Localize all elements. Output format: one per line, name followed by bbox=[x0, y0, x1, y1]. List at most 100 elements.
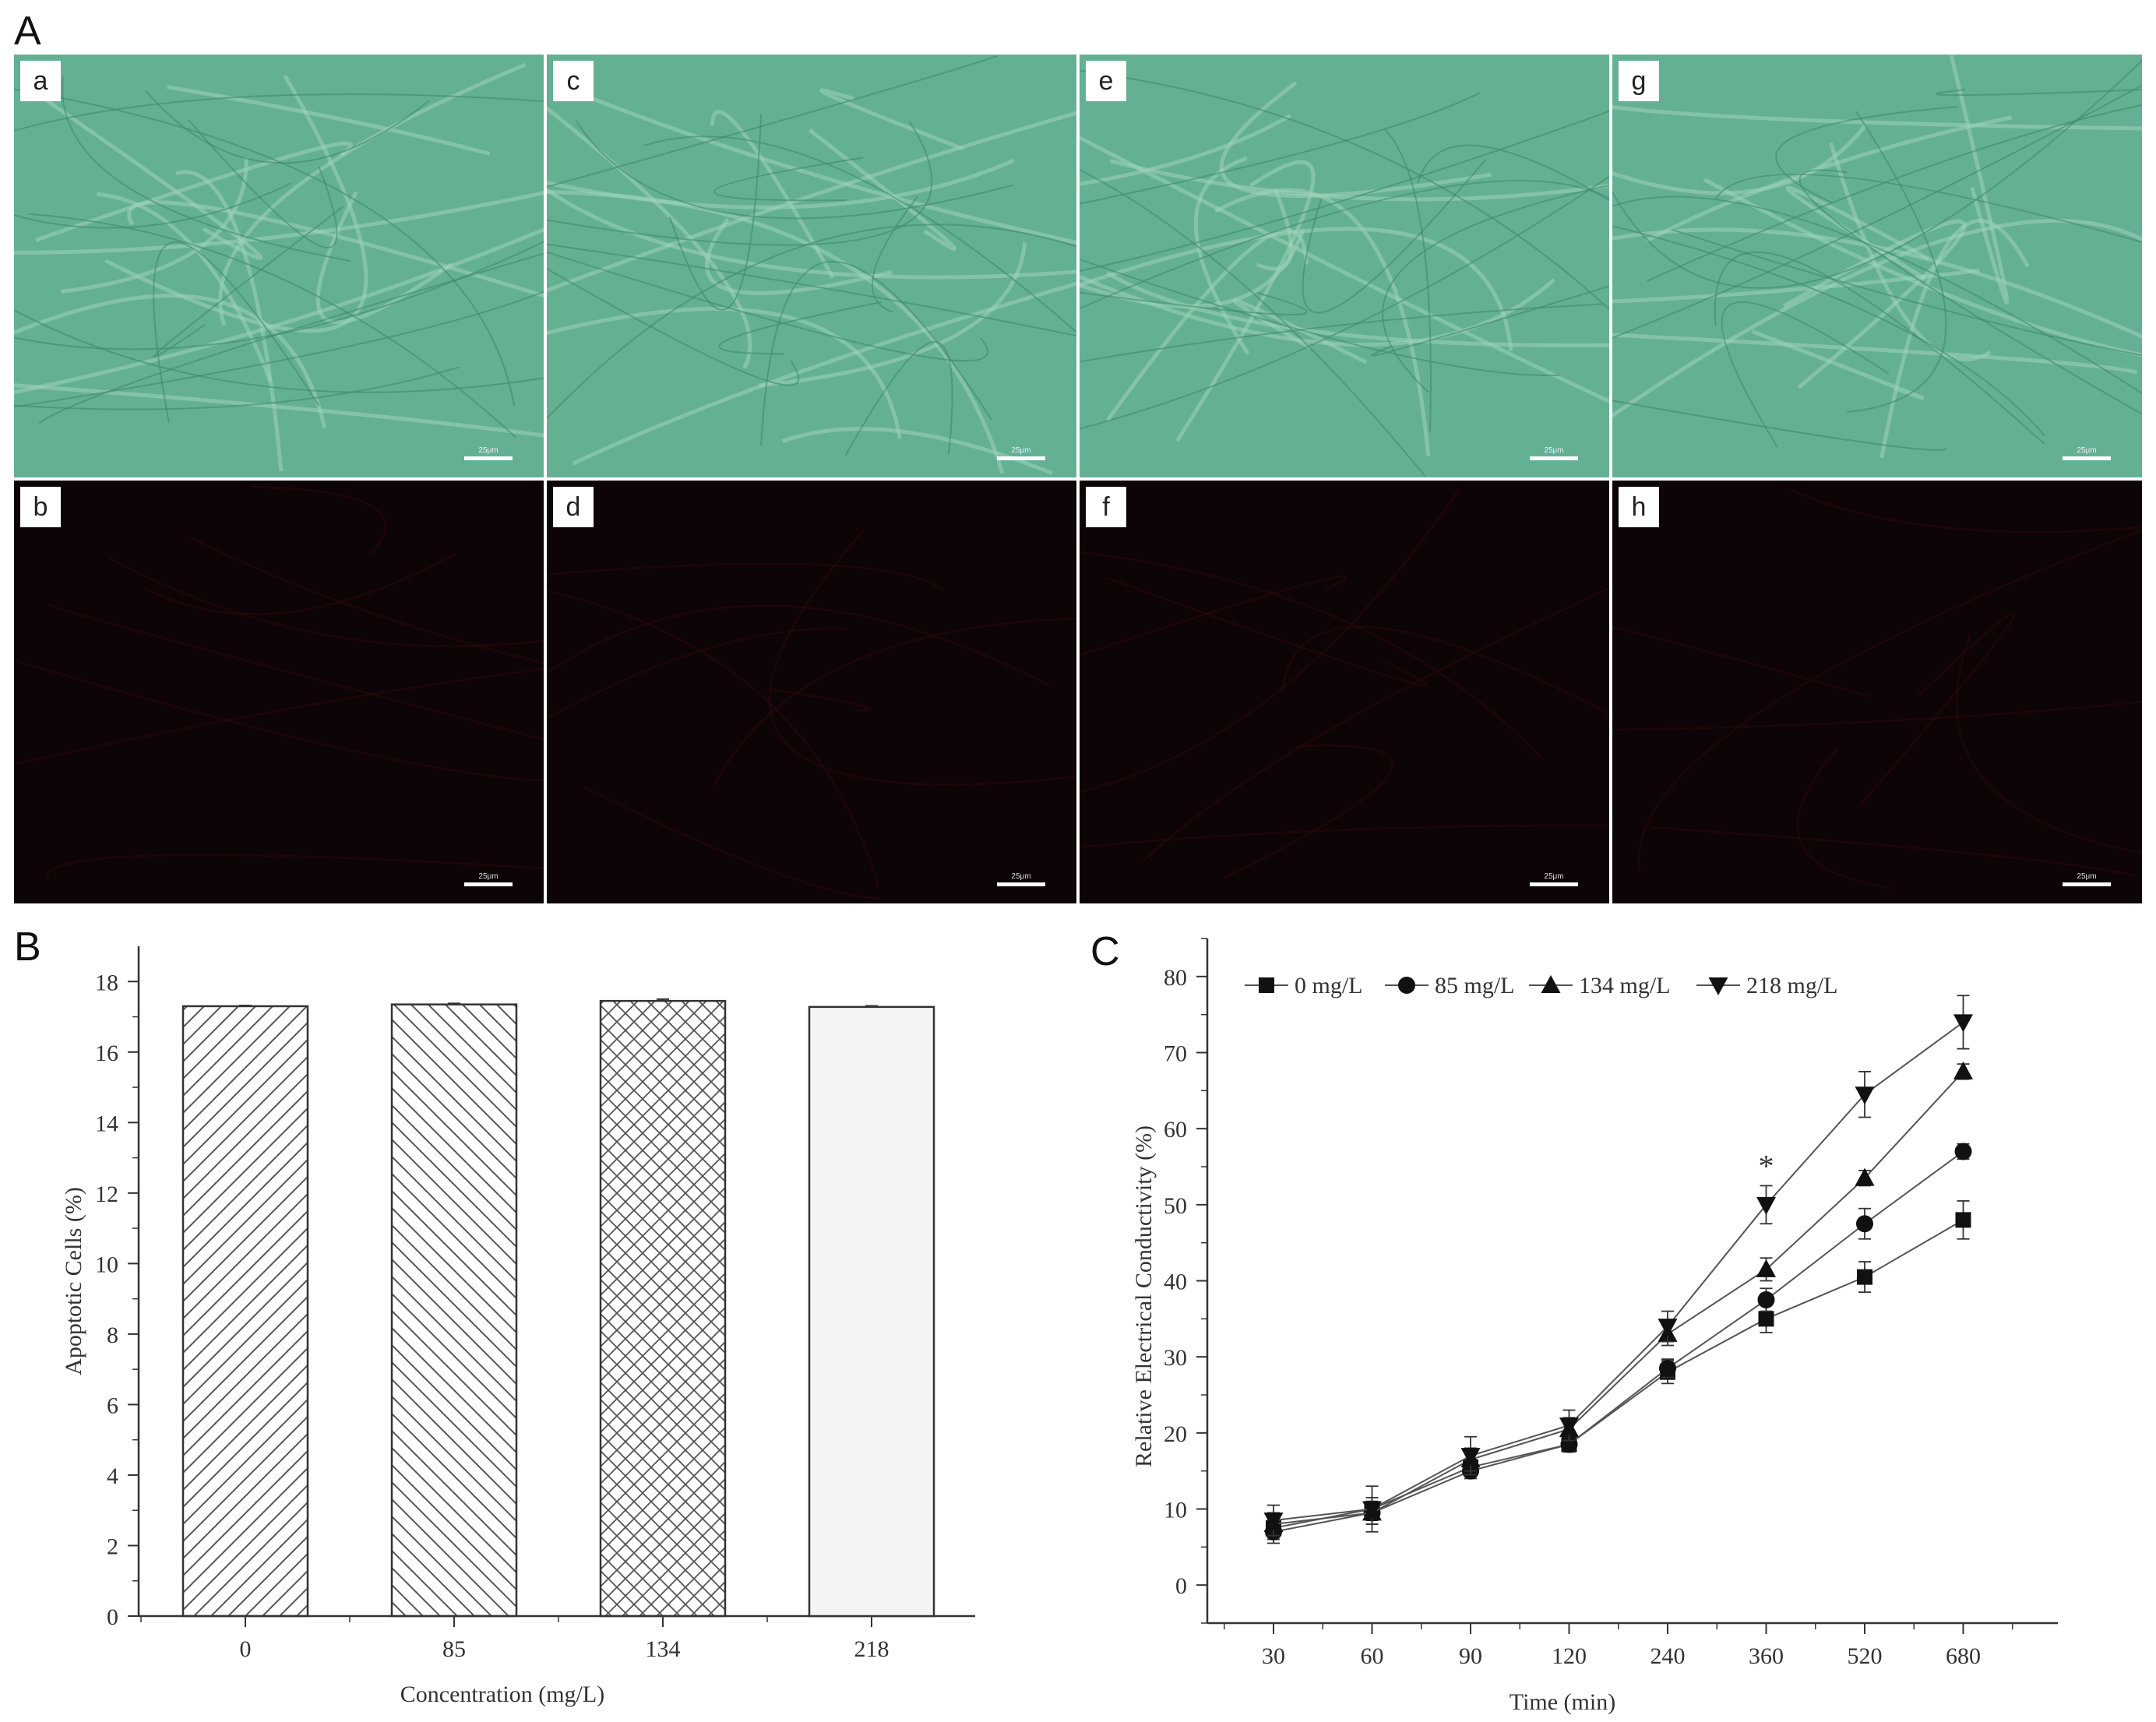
x-tick-label: 520 bbox=[1848, 1643, 1883, 1669]
x-tick-label: 30 bbox=[1262, 1643, 1285, 1669]
hypha-strand bbox=[1936, 89, 2142, 97]
hypha-strand bbox=[547, 187, 1076, 280]
y-tick-label: 2 bbox=[107, 1534, 118, 1559]
legend-label: 0 mg/L bbox=[1295, 973, 1363, 998]
marker-triangle-down bbox=[1362, 1501, 1382, 1520]
scale-bar-line bbox=[2063, 456, 2111, 460]
hypha-strand bbox=[218, 62, 527, 326]
hypha-strand bbox=[46, 854, 544, 880]
y-tick-label: 14 bbox=[95, 1111, 118, 1136]
legend-item: 218 mg/L bbox=[1696, 973, 1838, 998]
hypha-strand bbox=[547, 267, 800, 386]
hypha-strand bbox=[14, 659, 544, 782]
hypha-strand bbox=[1080, 303, 1603, 363]
y-tick-label: 18 bbox=[95, 970, 118, 995]
marker-circle bbox=[1856, 1215, 1873, 1233]
marker-circle bbox=[1757, 1291, 1775, 1308]
scale-bar: 25μm bbox=[1530, 873, 1578, 886]
hypha-strand bbox=[14, 88, 516, 407]
chart-c-conductivity: 0 10 20 30 40 50 60 70 80 30 60 90 120 240 360 520 680 * 0… bbox=[1131, 938, 2058, 1715]
hypha-strand bbox=[1612, 625, 1869, 698]
hypha-strand bbox=[668, 114, 763, 311]
hypha-strand bbox=[1232, 298, 1368, 364]
scale-bar-label: 25μm bbox=[1544, 446, 1564, 455]
hypha-strand bbox=[547, 190, 1005, 474]
scale-bar-label: 25μm bbox=[2077, 872, 2097, 881]
micrograph-texture bbox=[547, 529, 1076, 900]
hypha-strand bbox=[547, 121, 933, 246]
hypha-strand bbox=[1612, 700, 2142, 731]
marker-square bbox=[1857, 1269, 1872, 1285]
y-tick-label: 80 bbox=[1164, 965, 1187, 991]
hypha-strand bbox=[153, 206, 344, 358]
y-axis-label: Relative Electrical Conductivity (%) bbox=[1131, 1125, 1157, 1467]
x-tick-label: 680 bbox=[1946, 1643, 1981, 1669]
scale-bar-label: 25μm bbox=[478, 446, 498, 455]
hypha-strand bbox=[1080, 113, 1291, 186]
hypha-strand bbox=[718, 301, 882, 355]
bar-85 bbox=[390, 1003, 518, 1618]
scale-bar: 25μm bbox=[464, 447, 513, 460]
hypha-strand bbox=[547, 604, 1052, 688]
x-tick-label: 60 bbox=[1361, 1643, 1384, 1669]
hypha-strand bbox=[1612, 195, 2142, 395]
marker-square bbox=[1758, 1311, 1774, 1327]
scale-bar-label: 25μm bbox=[1544, 872, 1564, 881]
hypha-strand bbox=[1775, 106, 1958, 204]
micrograph-d: d 25μm bbox=[547, 481, 1076, 903]
y-axis-label: Apoptotic Cells (%) bbox=[61, 1187, 86, 1375]
y-tick-label: 6 bbox=[107, 1393, 118, 1418]
hypha-strand bbox=[1080, 291, 1308, 315]
hypha-strand bbox=[1140, 586, 1609, 865]
micrograph-grid: a 25μm c 25μm e 25μm g 25μm b 25μm d 25μm f 25μm h 25μm bbox=[14, 55, 2144, 907]
marker-square bbox=[1955, 1212, 1971, 1228]
hypha-strand bbox=[547, 627, 848, 720]
hypha-strand bbox=[643, 136, 1076, 333]
x-tick-label: 90 bbox=[1459, 1643, 1482, 1669]
hypha-strand bbox=[1671, 228, 2142, 357]
micrograph-texture bbox=[547, 55, 1076, 475]
series-3 bbox=[1263, 995, 1973, 1537]
hypha-strand bbox=[1080, 258, 1560, 377]
marker-triangle-up bbox=[1855, 1167, 1875, 1186]
hypha-strand bbox=[1785, 185, 1930, 281]
hypha-strand bbox=[14, 667, 544, 766]
hypha-strand bbox=[1789, 488, 2142, 534]
hypha-strand bbox=[34, 141, 353, 242]
marker-circle bbox=[1398, 977, 1415, 994]
hypha-strand bbox=[1080, 92, 1481, 205]
x-tick-label: 218 bbox=[854, 1636, 890, 1662]
hypha-strand bbox=[167, 85, 491, 157]
panel-label-c: C bbox=[1090, 929, 1120, 974]
micrograph-h: h 25μm bbox=[1612, 481, 2142, 903]
legend-item: 0 mg/L bbox=[1245, 973, 1363, 998]
hypha-strand bbox=[1955, 635, 2142, 854]
scale-bar: 25μm bbox=[2063, 873, 2111, 886]
marker-circle bbox=[1954, 1143, 1972, 1160]
y-tick-label: 16 bbox=[95, 1041, 118, 1066]
hypha-strand bbox=[1751, 329, 1924, 400]
hypha-strand bbox=[1612, 218, 2142, 418]
hypha-strand bbox=[1721, 301, 1890, 449]
micrograph-texture bbox=[14, 485, 544, 880]
hypha-strand bbox=[1612, 333, 2138, 375]
series-2 bbox=[1263, 1061, 1973, 1537]
legend: 0 mg/L 85 mg/L 134 mg/L 218 mg/L bbox=[1245, 973, 1838, 998]
y-tick-label: 0 bbox=[1175, 1573, 1187, 1599]
y-tick-label: 10 bbox=[1164, 1498, 1187, 1523]
x-tick-label: 120 bbox=[1552, 1643, 1587, 1669]
scale-bar-line bbox=[997, 882, 1045, 886]
hypha-strand bbox=[710, 110, 835, 279]
legend-item: 85 mg/L bbox=[1385, 973, 1515, 998]
hypha-strand bbox=[760, 261, 992, 446]
hypha-strand bbox=[1859, 611, 2016, 806]
micrograph-g: g 25μm bbox=[1612, 55, 2142, 477]
marker-triangle-down bbox=[1559, 1417, 1579, 1436]
hypha-strand bbox=[14, 291, 544, 408]
x-tick-label: 360 bbox=[1749, 1643, 1784, 1669]
bar-134 bbox=[599, 999, 727, 1618]
hypha-strand bbox=[844, 341, 953, 456]
hypha-strand bbox=[1080, 274, 1555, 347]
legend-label: 134 mg/L bbox=[1579, 973, 1671, 998]
hypha-strand bbox=[14, 182, 292, 229]
